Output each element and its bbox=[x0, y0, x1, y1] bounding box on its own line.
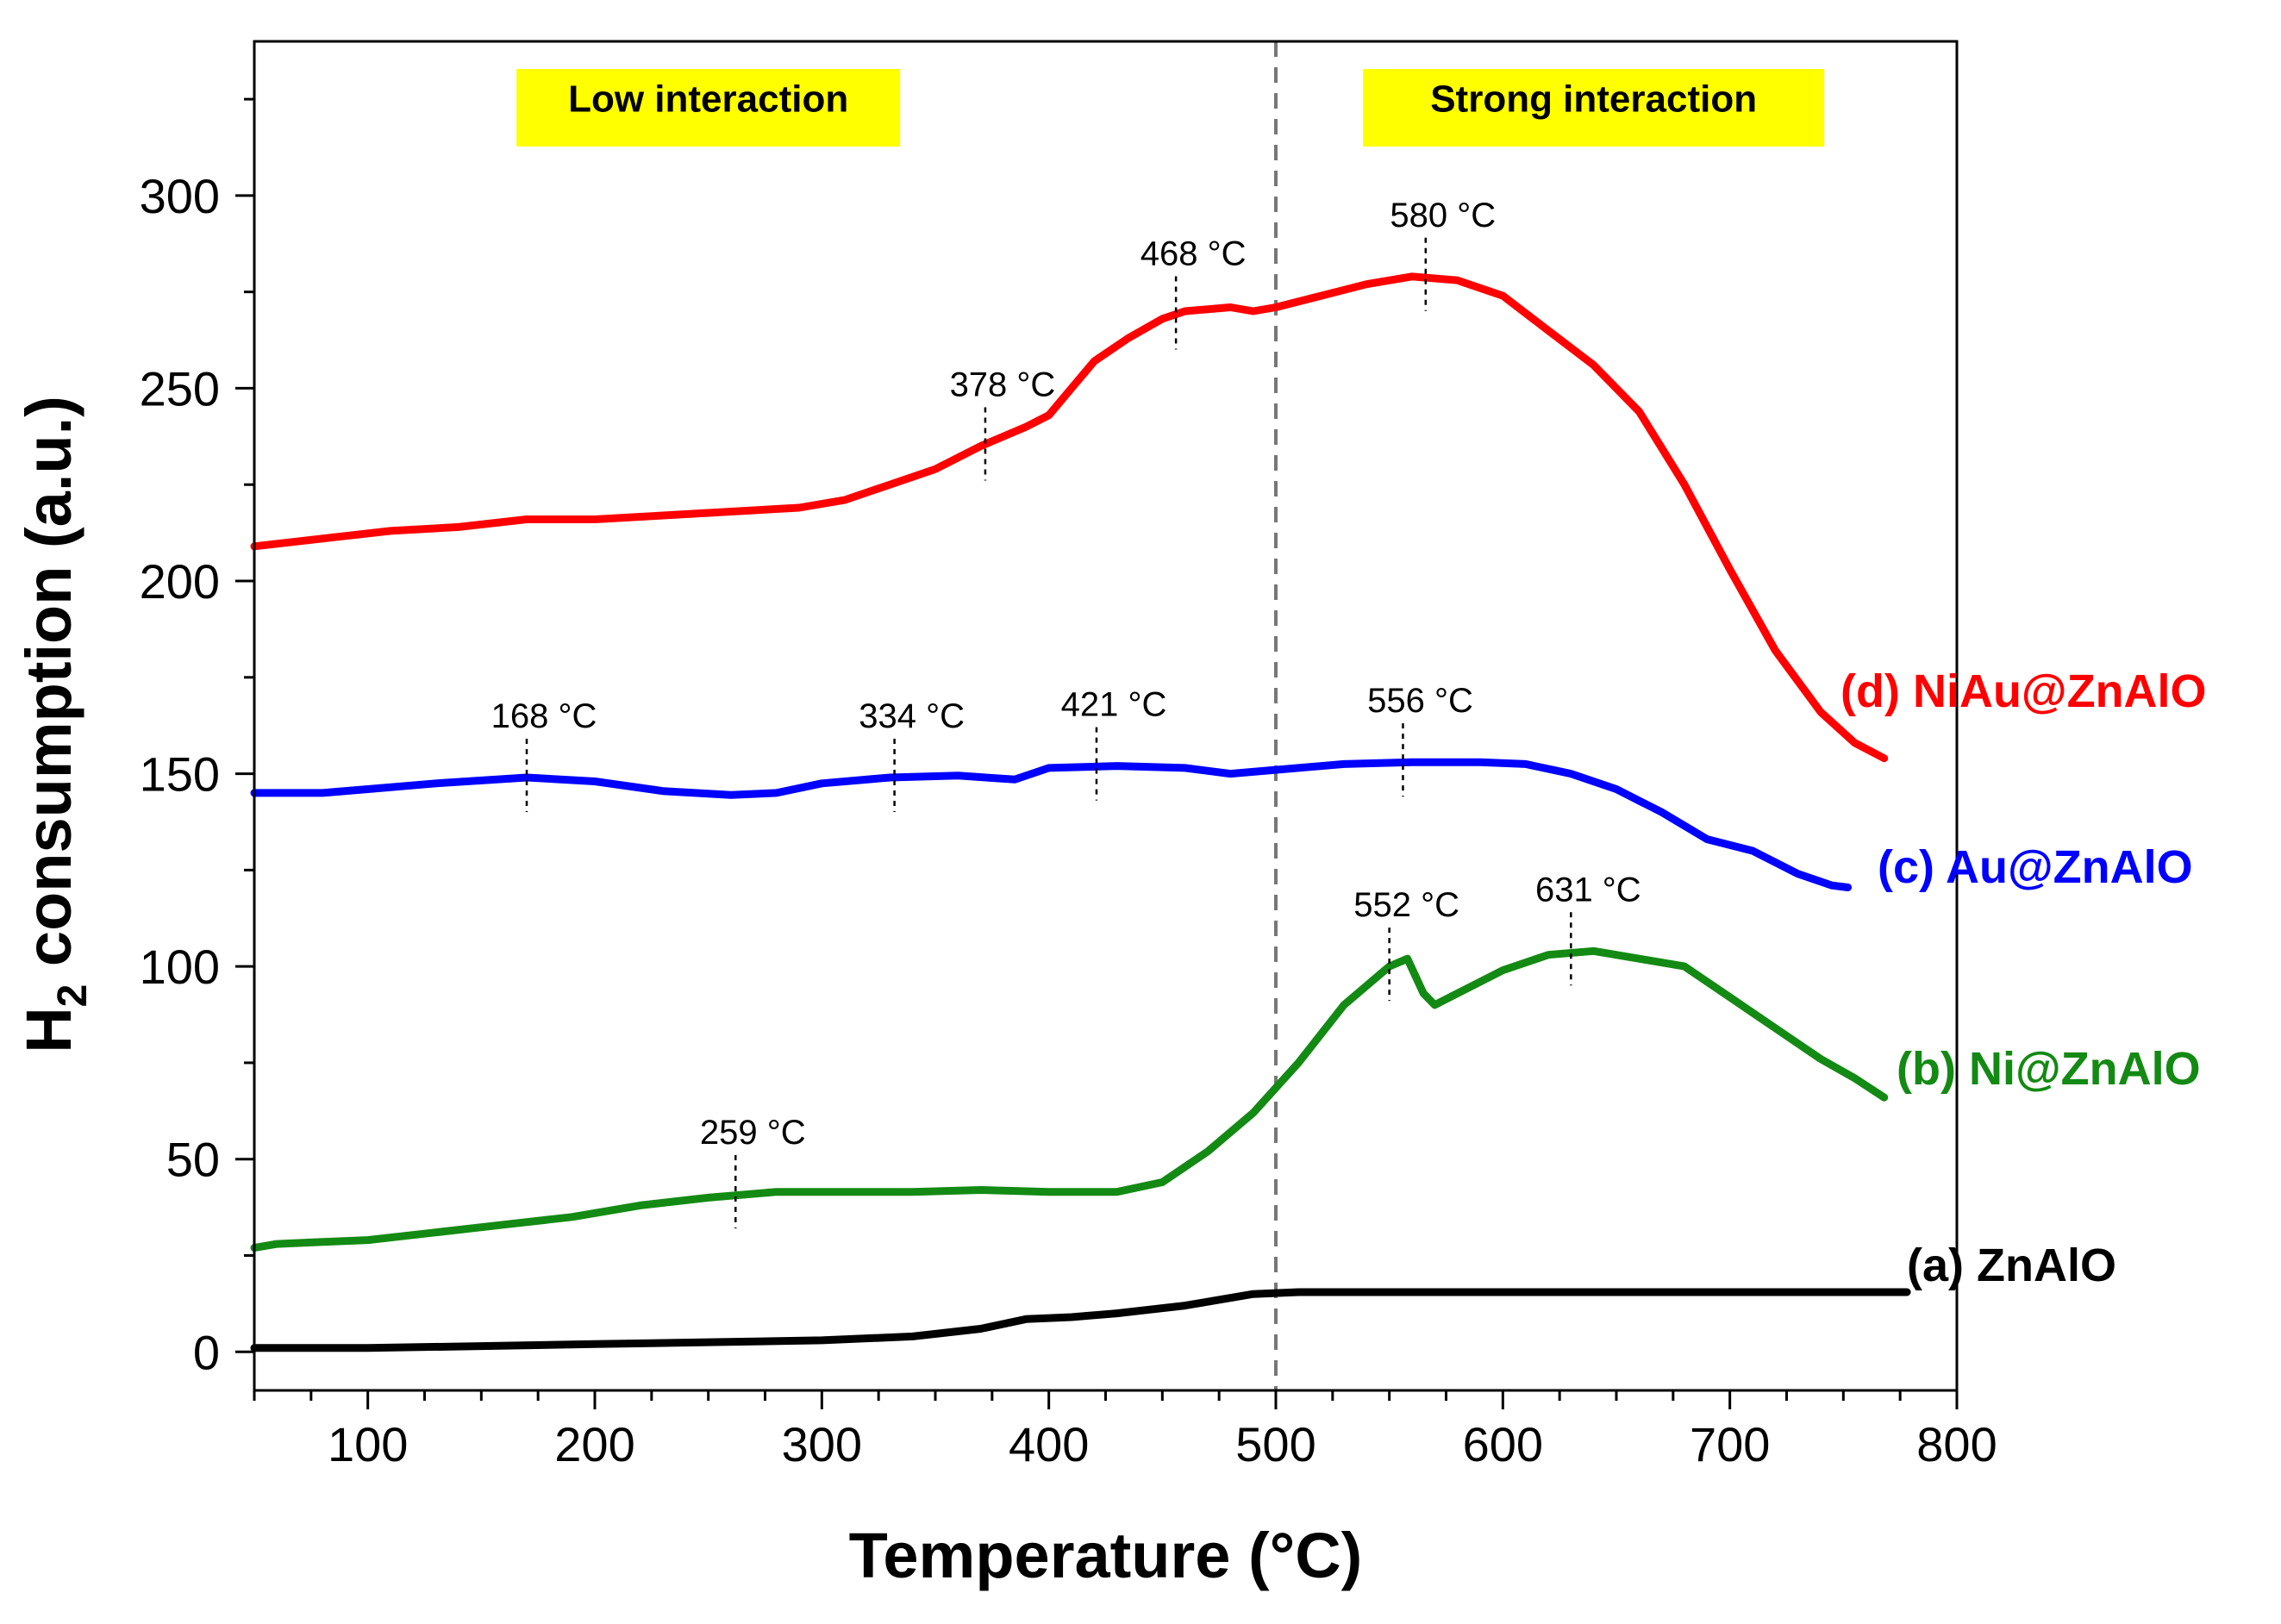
x-tick-label: 800 bbox=[1916, 1417, 1997, 1471]
peak-label: 552 °C bbox=[1353, 886, 1459, 924]
region-box-strong bbox=[1363, 69, 1825, 147]
x-axis: 100 200 300 400 500 600 700 800 bbox=[253, 1390, 1997, 1471]
y-axis: 0 50 100 150 200 250 300 bbox=[140, 97, 254, 1379]
x-tick-label: 400 bbox=[1009, 1417, 1089, 1471]
peak-label: 468 °C bbox=[1140, 234, 1247, 272]
region-label-strong: Strong interaction bbox=[1430, 78, 1757, 121]
series-line bbox=[250, 1288, 1911, 1352]
y-axis-title-rest: consumption (a.u.) bbox=[13, 396, 84, 984]
series-label: (b) Ni@ZnAlO bbox=[1897, 1043, 2201, 1095]
y-axis-title-subscript: 2 bbox=[50, 984, 96, 1008]
series-line bbox=[250, 272, 1889, 763]
region-label-low: Low interaction bbox=[568, 78, 848, 121]
y-tick-label: 0 bbox=[193, 1325, 220, 1379]
peak-label: 556 °C bbox=[1367, 682, 1473, 720]
series-label: (c) Au@ZnAlO bbox=[1878, 841, 2193, 893]
peak-label: 259 °C bbox=[700, 1114, 806, 1152]
series-label: (d) NiAu@ZnAlO bbox=[1840, 665, 2207, 717]
x-tick-label: 700 bbox=[1690, 1417, 1770, 1471]
peak-label: 421 °C bbox=[1061, 686, 1167, 724]
y-tick-label: 100 bbox=[140, 940, 220, 994]
peak-label: 334 °C bbox=[859, 697, 965, 735]
series-line bbox=[250, 758, 1853, 891]
series-label: (a) ZnAlO bbox=[1907, 1240, 2116, 1291]
peak-label: 631 °C bbox=[1535, 871, 1641, 909]
x-tick-label: 100 bbox=[328, 1417, 408, 1471]
y-tick-label: 250 bbox=[140, 361, 220, 415]
peak-markers: 259 °C 552 °C 631 °C 168 °C 334 °C 421 °C 556 … bbox=[491, 197, 1641, 1228]
y-axis-title: H2 consumption (a.u.) bbox=[13, 396, 96, 1053]
region-boxes: Low interaction Strong interaction bbox=[516, 69, 1825, 147]
peak-label: 168 °C bbox=[491, 697, 597, 735]
y-axis-title-main: H bbox=[13, 1007, 84, 1052]
peak-label: 580 °C bbox=[1390, 197, 1496, 234]
x-axis-title: Temperature (°C) bbox=[849, 1520, 1363, 1591]
peak-label: 378 °C bbox=[950, 366, 1056, 404]
series-layer bbox=[250, 272, 1911, 1352]
series-line bbox=[250, 946, 1889, 1252]
series-labels: (a) ZnAlO (b) Ni@ZnAlO (c) Au@ZnAlO (d) NiA… bbox=[1840, 665, 2207, 1291]
x-tick-label: 200 bbox=[554, 1417, 634, 1471]
y-tick-label: 50 bbox=[166, 1133, 220, 1187]
y-tick-label: 300 bbox=[140, 169, 220, 223]
x-tick-label: 300 bbox=[782, 1417, 862, 1471]
x-tick-label: 600 bbox=[1463, 1417, 1543, 1471]
y-tick-label: 150 bbox=[140, 747, 220, 802]
x-tick-label: 500 bbox=[1235, 1417, 1315, 1471]
region-box-low bbox=[516, 69, 901, 147]
y-tick-label: 200 bbox=[140, 554, 220, 609]
